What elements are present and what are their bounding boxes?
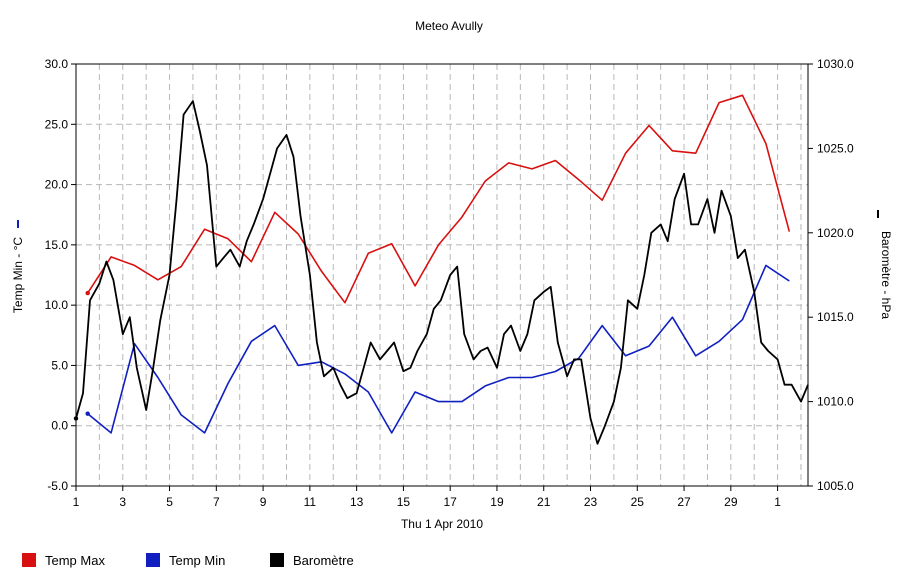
x-tick-label: 17: [444, 495, 458, 509]
x-axis: 1 3 5 7 9 11 13 15 17 19 21 23 25 27 29 1: [73, 486, 781, 509]
series-line-temp-min: [87, 264, 790, 434]
y-axis-right-label: Baromètre - hPa: [879, 231, 893, 319]
legend-label-temp-max: Temp Max: [45, 552, 105, 568]
x-tick-label: 23: [584, 495, 598, 509]
y-left-tick-label: -5.0: [47, 479, 68, 493]
legend-swatch-temp-max: [22, 553, 36, 567]
x-tick-label: 29: [724, 495, 738, 509]
plot-area-frame: [75, 63, 809, 487]
grid-lines: [75, 63, 808, 487]
series-group: [73, 94, 809, 445]
y-axis-left-label: Temp Min - °C: [11, 237, 25, 313]
y-left-tick-label: 15.0: [45, 238, 69, 252]
x-tick-label: 19: [490, 495, 504, 509]
y-right-tick-label: 1015.0: [817, 310, 854, 324]
y-right-tick-label: 1020.0: [817, 226, 854, 240]
x-tick-label: 13: [350, 495, 364, 509]
legend-item-barometre: Baromètre: [270, 552, 354, 568]
x-tick-label: 25: [631, 495, 645, 509]
x-tick-label: 7: [213, 495, 220, 509]
series-start-point-temp-max: [85, 290, 90, 296]
y-left-tick-label: 0.0: [51, 419, 68, 433]
y-right-tick-label: 1005.0: [817, 479, 854, 493]
x-axis-label: Thu 1 Apr 2010: [401, 517, 483, 531]
x-tick-label: 21: [537, 495, 551, 509]
y-right-tick-label: 1025.0: [817, 141, 854, 155]
series-start-point-barometre: [73, 416, 79, 421]
x-tick-label: 5: [166, 495, 173, 509]
y-left-tick-label: 20.0: [45, 178, 69, 192]
y-left-tick-label: 10.0: [45, 298, 69, 312]
chart-title: Meteo Avully: [415, 19, 483, 33]
x-tick-label: 1: [73, 495, 80, 509]
y-right-tick-label: 1030.0: [817, 57, 854, 71]
legend-swatch-temp-min: [146, 553, 160, 567]
y-axis-left: -5.0 0.0 5.0 10.0 15.0 20.0 25.0 30.0: [45, 57, 76, 493]
y-left-tick-label: 5.0: [51, 358, 68, 372]
legend: Temp Max Temp Min Baromètre: [0, 546, 900, 574]
series-line-temp-max: [87, 94, 791, 304]
x-tick-label: 3: [119, 495, 126, 509]
series-start-point-temp-min: [85, 411, 90, 416]
y-axis-right: 1005.0 1010.0 1015.0 1020.0 1025.0 1030.0: [808, 57, 854, 493]
x-tick-label: 11: [304, 495, 317, 509]
y-right-tick-label: 1010.0: [817, 395, 854, 409]
x-tick-label: 15: [397, 495, 411, 509]
legend-label-barometre: Baromètre: [293, 552, 354, 568]
chart: Meteo Avully 1 3 5 7 9 11 13 15 17 19 21 23 25 27 29 1 …: [11, 19, 893, 531]
x-tick-label: 27: [677, 495, 691, 509]
x-tick-label: 9: [260, 495, 267, 509]
legend-swatch-barometre: [270, 553, 284, 567]
legend-item-temp-max: Temp Max: [22, 552, 105, 568]
legend-label-temp-min: Temp Min: [169, 552, 226, 568]
series-line-barometre: [75, 100, 809, 445]
y-left-tick-label: 30.0: [45, 57, 69, 71]
x-tick-label: 1: [774, 495, 781, 509]
y-left-tick-label: 25.0: [45, 117, 69, 131]
legend-item-temp-min: Temp Min: [146, 552, 225, 568]
